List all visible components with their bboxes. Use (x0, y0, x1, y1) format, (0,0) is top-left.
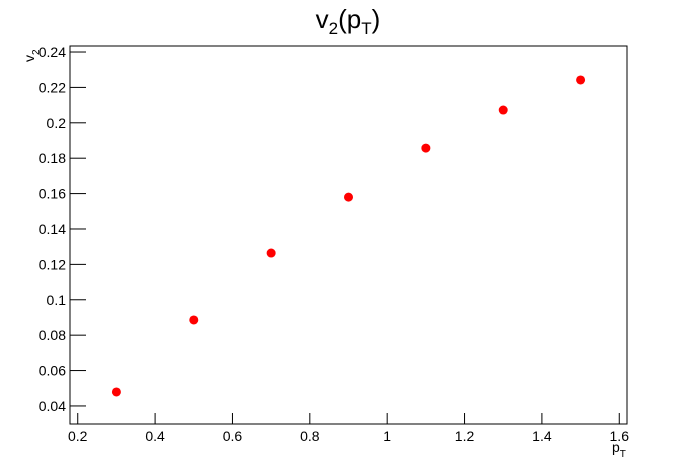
x-axis-label: pT (612, 439, 626, 460)
plot-frame (69, 45, 628, 425)
label-part: v (21, 55, 37, 62)
label-part: p (612, 439, 620, 455)
x-tick-label: 0.8 (300, 428, 320, 444)
y-tick-label: 0.14 (39, 221, 66, 237)
x-tick-label: 1.6 (610, 428, 630, 444)
title-part: v (316, 4, 329, 34)
y-tick-label: 0.04 (39, 398, 66, 414)
y-tick-label: 0.1 (47, 292, 67, 308)
point (266, 248, 276, 258)
title-part: ) (372, 4, 381, 34)
title-part: 2 (329, 19, 338, 38)
title-part: (p (338, 4, 361, 34)
y-tick-label: 0.12 (39, 256, 66, 272)
y-tick-label: 0.18 (39, 150, 66, 166)
x-tick-label: 0.2 (68, 428, 88, 444)
y-tick-label: 0.2 (47, 115, 67, 131)
point (111, 387, 121, 397)
y-tick-label: 0.06 (39, 363, 66, 379)
x-tick-label: 1.4 (532, 428, 552, 444)
x-tick-label: 0.4 (145, 428, 165, 444)
x-tick-label: 1.2 (455, 428, 475, 444)
x-tick-label: 0.6 (223, 428, 243, 444)
point (576, 75, 586, 85)
y-tick-label: 0.16 (39, 186, 66, 202)
label-part: 2 (31, 49, 42, 55)
y-tick-label: 0.24 (39, 44, 66, 60)
x-tick-label: 1 (383, 428, 391, 444)
point (189, 315, 199, 325)
y-tick-label: 0.22 (39, 79, 66, 95)
point (421, 143, 431, 153)
label-part: T (620, 449, 626, 460)
point (498, 105, 508, 115)
y-axis-label: v2 (21, 49, 42, 62)
chart-title: v2(pT) (316, 4, 381, 38)
point (344, 192, 353, 202)
y-tick-label: 0.08 (39, 327, 66, 343)
title-part: T (361, 19, 371, 38)
